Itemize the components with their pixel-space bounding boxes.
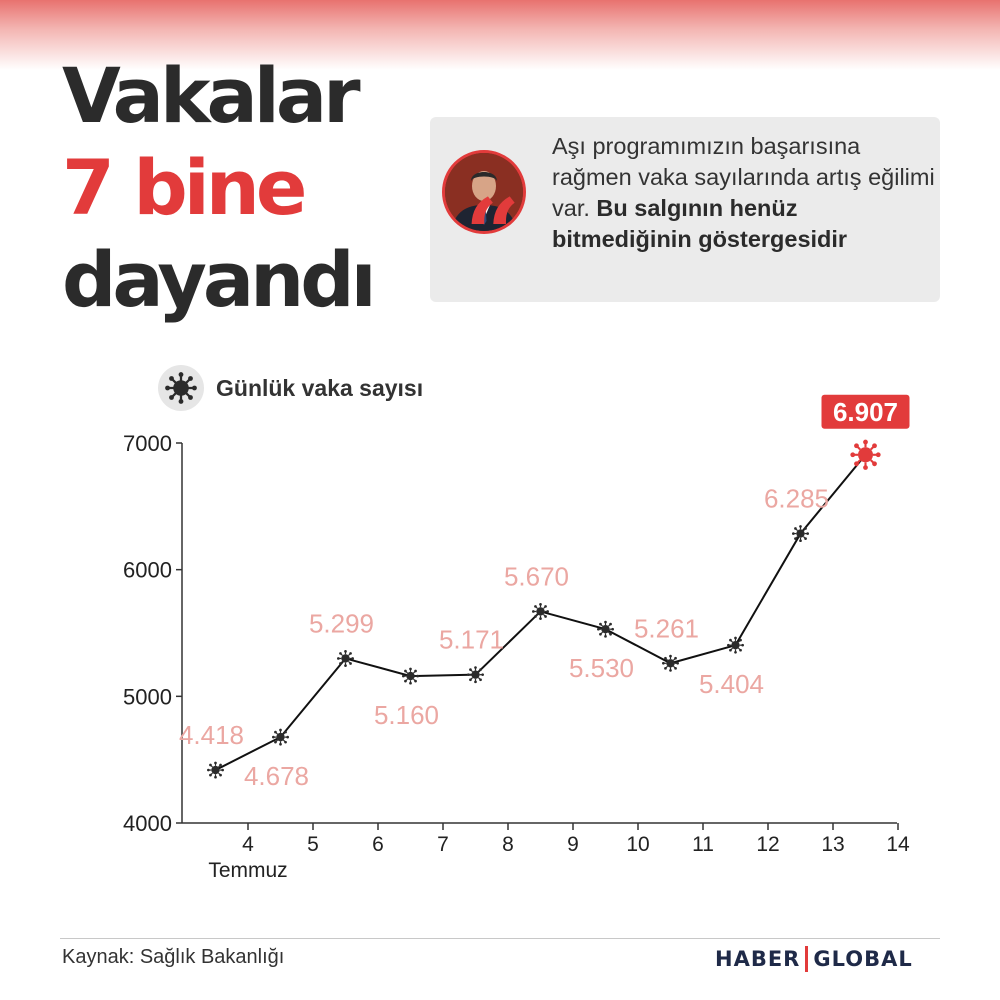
data-point (662, 654, 679, 672)
x-tick-label: 6 (372, 833, 384, 856)
source-credit: Kaynak: Sağlık Bakanlığı (62, 946, 285, 968)
x-tick-label: 9 (567, 833, 579, 856)
data-label: 5.261 (634, 613, 699, 643)
data-point (597, 620, 614, 638)
chart-title: Günlük vaka sayısı (158, 365, 423, 411)
headline: Vakalar 7 bine dayandı (62, 50, 377, 326)
speaker-avatar (442, 150, 526, 234)
headline-line-3: dayandı (62, 235, 377, 324)
data-point (207, 761, 224, 779)
y-tick-label: 5000 (123, 684, 172, 709)
data-point (727, 636, 744, 654)
quote-mark-icon: “ (465, 178, 521, 291)
top-gradient-band (0, 0, 1000, 70)
headline-line-1: Vakalar (62, 51, 361, 140)
quote-text-normal: Aşı programımızın başarısına rağmen vaka… (552, 133, 935, 221)
x-tick-label: 13 (821, 833, 844, 856)
x-tick-label: 10 (626, 833, 649, 856)
x-axis-label: Temmuz (208, 859, 287, 882)
quote-text: Aşı programımızın başarısına rağmen vaka… (552, 131, 937, 255)
data-point (402, 667, 419, 685)
data-label-highlight: 6.907 (833, 397, 898, 427)
brand-logo-left: HABER (715, 947, 801, 971)
y-tick-label: 7000 (123, 431, 172, 456)
x-tick-label: 12 (756, 833, 779, 856)
data-point (337, 649, 354, 667)
data-label: 5.299 (309, 608, 374, 638)
data-point-highlight (850, 439, 881, 470)
data-label: 5.171 (439, 625, 504, 655)
brand-logo-right: GLOBAL (813, 947, 913, 971)
quote-text-bold: Bu salgının henüz bitmediğinin gösterges… (552, 195, 848, 252)
footer-divider (60, 938, 940, 939)
data-point (272, 728, 289, 746)
x-tick-label: 14 (886, 833, 910, 856)
data-label: 5.404 (699, 669, 764, 699)
y-tick-label: 6000 (123, 558, 172, 583)
headline-line-2: 7 bine (62, 143, 307, 232)
data-point (792, 525, 809, 543)
x-tick-label: 8 (502, 833, 514, 856)
brand-logo: HABER GLOBAL (715, 946, 913, 972)
data-label: 5.530 (569, 653, 634, 683)
data-label: 5.160 (374, 700, 439, 730)
y-tick-label: 4000 (123, 811, 172, 836)
x-tick-label: 7 (437, 833, 449, 856)
data-point (532, 602, 549, 620)
x-tick-label: 5 (307, 833, 319, 856)
data-label: 6.285 (764, 484, 829, 514)
virus-icon (158, 365, 204, 411)
data-label: 4.418 (179, 720, 244, 750)
data-label: 5.670 (504, 561, 569, 591)
data-label-highlight-box (821, 394, 910, 429)
x-tick-label: 11 (692, 833, 714, 856)
brand-logo-divider (805, 946, 809, 972)
quote-box: “ Aşı programımızın başarısına rağmen va… (430, 117, 940, 302)
data-point (467, 666, 484, 684)
x-tick-label: 4 (242, 833, 254, 856)
speaker-portrait-icon (445, 153, 523, 231)
chart-title-label: Günlük vaka sayısı (216, 374, 424, 401)
data-label: 4.678 (244, 761, 309, 791)
